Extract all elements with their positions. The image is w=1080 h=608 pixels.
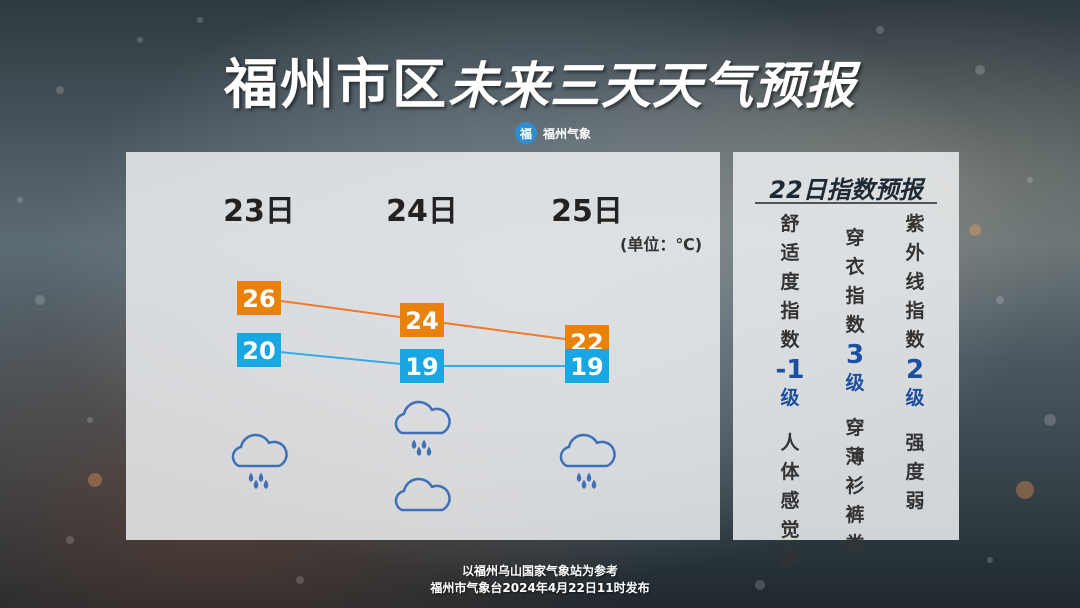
day-3-rain-cloud-icon <box>559 433 616 489</box>
low-temp-3-box <box>565 349 609 383</box>
brand-logo: 福 <box>515 122 537 144</box>
low-temp-2-label: 19 <box>405 353 438 381</box>
day-2-cloud-icon-2 <box>394 477 451 512</box>
day-2-rain-cloud-icon <box>394 400 451 456</box>
index-uv-name: 紫 外 线 指 数 <box>905 213 925 351</box>
index-clothing-level: 3 <box>845 340 865 370</box>
index-clothing-desc: 穿 薄 衫 裤 类 <box>845 417 865 555</box>
page-title: 福州市区未来三天天气预报 <box>0 40 1080 119</box>
day-label-25: 25日 <box>551 194 623 229</box>
high-temp-1-label: 26 <box>242 285 275 313</box>
index-comfort-desc: 人 体 感 觉 凉 <box>780 432 800 570</box>
footer-source: 以福州乌山国家气象站为参考 <box>461 564 618 578</box>
index-clothing: 穿 衣 指 数 3 级 穿 薄 衫 裤 类 <box>840 224 870 559</box>
low-temp-1-box <box>237 333 281 367</box>
brand-name: 福州气象 <box>543 126 592 141</box>
title-main: 福州市区 <box>224 53 448 116</box>
day-label-24: 24日 <box>386 194 458 229</box>
high-temp-1-box <box>237 281 281 315</box>
index-title: 22日指数预报 <box>769 176 923 204</box>
low-temp-1-label: 20 <box>242 337 275 365</box>
footer-issued: 福州市气象台2024年4月22日11时发布 <box>430 581 650 595</box>
index-clothing-name: 穿 衣 指 数 <box>845 227 865 336</box>
low-temp-2-box <box>400 349 444 383</box>
day-label-23: 23日 <box>223 194 295 229</box>
index-comfort-name: 舒适度 指数 <box>780 213 800 351</box>
footer: 以福州乌山国家气象站为参考 福州市气象台2024年4月22日11时发布 <box>0 563 1080 597</box>
low-temp-3-label: 19 <box>570 353 603 381</box>
index-uv: 紫 外 线 指 数 2 级 强 度 弱 <box>900 210 930 516</box>
index-comfort: 舒适度 指数 -1 级 人 体 感 觉 凉 <box>775 210 805 574</box>
index-uv-desc: 强 度 弱 <box>905 432 925 512</box>
brand: 福 福州气象 <box>515 121 591 145</box>
title-sub: 未来三天天气预报 <box>448 57 856 115</box>
index-uv-level: 2 <box>905 355 925 385</box>
index-panel <box>733 152 959 540</box>
unit-label: (单位：℃) <box>620 235 703 254</box>
index-comfort-level: -1 <box>775 355 805 385</box>
high-temp-2-box <box>400 303 444 337</box>
index-clothing-level-unit: 级 <box>845 372 865 394</box>
index-title-underline <box>755 202 937 204</box>
day-1-rain-cloud-icon <box>231 433 288 489</box>
index-uv-level-unit: 级 <box>905 387 925 409</box>
high-temp-2-label: 24 <box>405 307 438 335</box>
index-comfort-level-unit: 级 <box>780 387 800 409</box>
forecast-panel <box>126 152 720 540</box>
